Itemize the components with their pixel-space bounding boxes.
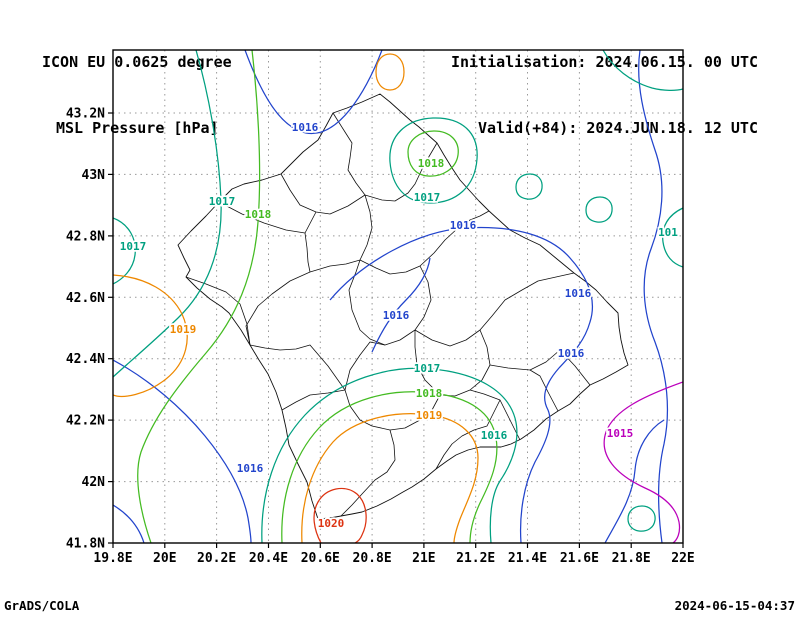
contour-value-label: 1016 <box>481 429 508 442</box>
x-tick-label: 20E <box>153 551 176 566</box>
contour-value-label: 1018 <box>418 157 445 170</box>
district-boundary <box>218 201 317 234</box>
contour-1016 <box>604 419 665 543</box>
header-right: Initialisation: 2024.06.15. 00 UTC Valid… <box>451 7 758 183</box>
contour-1018 <box>281 391 498 543</box>
field-title: MSL Pressure [hPa] <box>56 119 219 137</box>
district-boundary <box>344 341 441 431</box>
contour-value-label: 1018 <box>245 208 272 221</box>
contour-lines <box>113 50 683 543</box>
contour-value-label: 101 <box>658 226 678 239</box>
district-boundary <box>332 112 366 196</box>
district-boundary <box>280 173 366 215</box>
contour-value-label: 1016 <box>383 309 410 322</box>
contour-1017 <box>662 207 683 268</box>
contour-1016 <box>371 257 431 353</box>
contour-1016 <box>329 226 593 543</box>
x-tick-label: 21.6E <box>560 551 599 566</box>
plot-frame <box>112 49 684 544</box>
x-tick-label: 20.4E <box>249 551 288 566</box>
header-left: ICON EU 0.0625 degree MSL Pressure [hPa] <box>42 7 232 183</box>
contour-value-label: 1016 <box>450 219 477 232</box>
contour-1017 <box>389 117 478 204</box>
contour-1016 <box>638 50 669 543</box>
model-title: ICON EU 0.0625 degree <box>42 53 232 71</box>
x-tick-label: 21.8E <box>612 551 651 566</box>
district-boundary <box>414 329 491 397</box>
district-boundary <box>414 272 575 347</box>
district-boundary <box>249 344 346 391</box>
x-tick-label: 19.8E <box>93 551 132 566</box>
contour-value-label: 1017 <box>414 362 441 375</box>
contour-value-label: 1016 <box>565 287 592 300</box>
contour-value-label: 1017 <box>120 240 147 253</box>
contour-labels: 1016 1017 1018 1018 1017 1016 101 1017 1019 1016 1… <box>118 119 680 532</box>
x-tick-label: 20.8E <box>353 551 392 566</box>
contour-1018 <box>407 130 459 177</box>
contour-1016 <box>244 50 383 135</box>
contour-value-label: 1017 <box>414 191 441 204</box>
y-tick-label: 42.8N <box>66 229 105 244</box>
contour-1019 <box>113 274 188 398</box>
contour-value-label: 1016 <box>558 347 585 360</box>
x-tick-label: 21E <box>412 551 435 566</box>
district-boundary <box>529 369 559 412</box>
contour-1018 <box>137 50 261 543</box>
y-tick-label: 43.2N <box>66 107 105 122</box>
district-boundary <box>245 194 373 346</box>
contour-1019 <box>375 53 405 91</box>
init-time: Initialisation: 2024.06.15. 00 UTC <box>450 53 758 71</box>
district-boundary <box>489 349 591 386</box>
y-tick-label: 42.2N <box>66 414 105 429</box>
contour-value-label: 1017 <box>209 195 236 208</box>
map-boundaries <box>177 93 629 520</box>
contour-value-label: 1016 <box>237 462 264 475</box>
contour-value-label: 1019 <box>416 409 443 422</box>
creation-timestamp: 2024-06-15-04:37 <box>674 598 795 613</box>
contour-1017 <box>585 196 613 223</box>
contour-1017 <box>113 50 222 378</box>
contour-value-label: 1016 <box>292 121 319 134</box>
x-tick-label: 20.2E <box>197 551 236 566</box>
y-tick-label: 42.6N <box>66 291 105 306</box>
contour-value-label: 1019 <box>170 323 197 336</box>
contour-value-label: 1020 <box>318 517 345 530</box>
district-boundary <box>364 142 438 202</box>
contour-1019 <box>301 413 479 543</box>
y-tick-label: 42N <box>82 475 106 490</box>
y-tick-label: 43N <box>82 168 106 183</box>
contour-1017 <box>515 173 543 200</box>
contour-1017 <box>261 367 518 543</box>
contour-1016 <box>113 504 145 543</box>
contour-value-label: 1018 <box>416 387 443 400</box>
y-tick-label: 42.4N <box>66 352 105 367</box>
x-tick-label: 20.6E <box>301 551 340 566</box>
axis-ticks <box>108 112 684 548</box>
district-boundary <box>359 210 490 275</box>
y-tick-label: 41.8N <box>66 537 105 552</box>
x-tick-label: 22E <box>671 551 694 566</box>
contour-1017 <box>113 217 136 285</box>
contour-value-label: 1015 <box>607 427 634 440</box>
district-boundary <box>304 232 311 273</box>
contour-1015 <box>603 381 683 543</box>
contour-1017 <box>627 505 656 532</box>
district-boundary <box>340 429 396 517</box>
district-boundary <box>185 276 251 346</box>
axis-labels: 19.8E 20E 20.2E 20.4E 20.6E 20.8E 21E 21.2E 21.4… <box>66 107 695 567</box>
country-outline <box>177 93 629 520</box>
x-tick-label: 21.2E <box>456 551 495 566</box>
gridlines <box>113 50 683 543</box>
contour-1017 <box>602 50 683 91</box>
contour-1020 <box>313 487 367 543</box>
generator-credit: GrADS/COLA <box>4 598 80 613</box>
valid-time: Valid(+84): 2024.JUN.18. 12 UTC <box>478 119 758 137</box>
district-boundary <box>435 399 501 470</box>
contour-1016 <box>113 359 252 543</box>
x-tick-label: 21.4E <box>508 551 547 566</box>
